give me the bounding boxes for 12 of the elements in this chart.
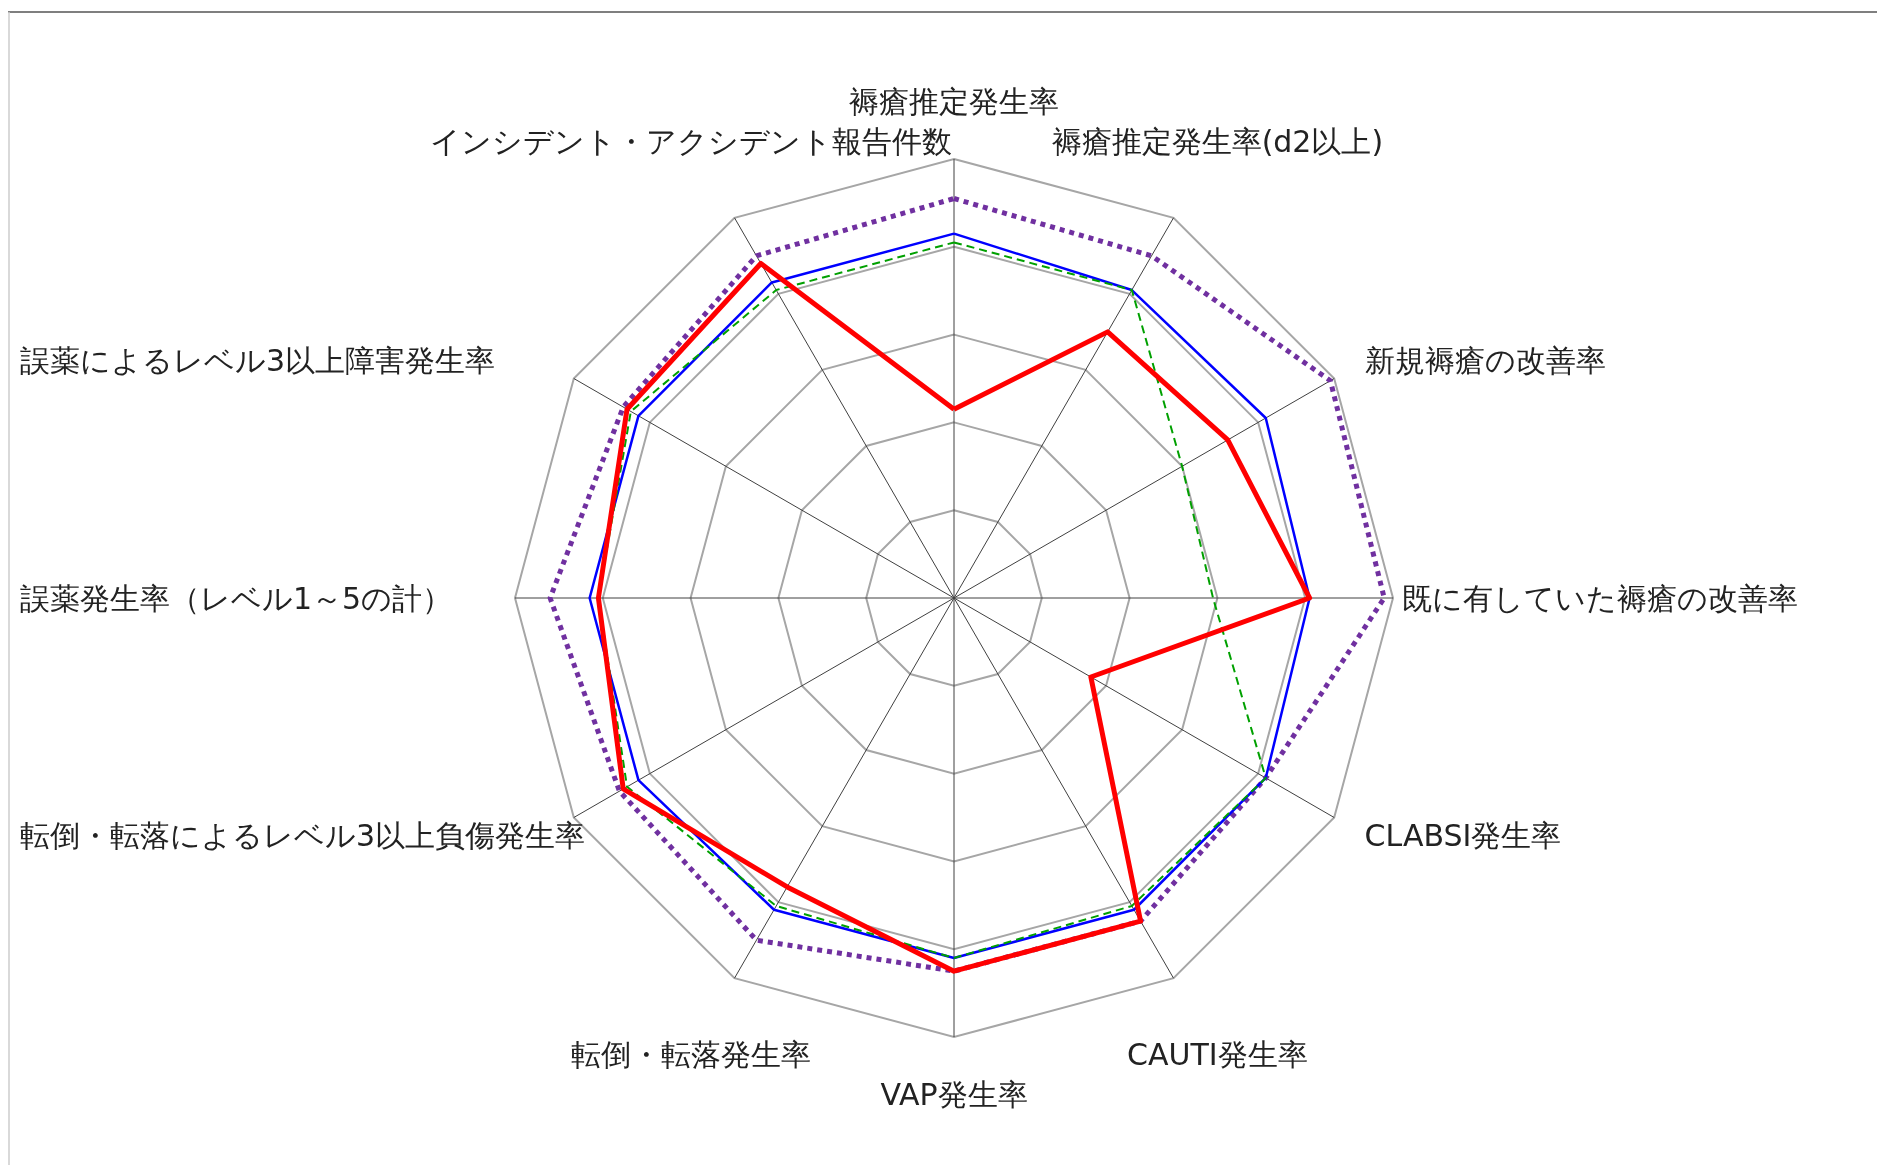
spoke-label: 転倒・転落によるレベル3以上負傷発生率 xyxy=(20,817,586,853)
spoke-label: CLABSI発生率 xyxy=(1364,817,1562,853)
spoke-label: CAUTI発生率 xyxy=(1127,1036,1308,1072)
spoke-label: 転倒・転落発生率 xyxy=(570,1036,811,1072)
spoke-label: 褥瘡推定発生率 xyxy=(849,84,1059,120)
spoke-label: 褥瘡推定発生率(d2以上) xyxy=(1051,124,1384,160)
spoke-label: 新規褥瘡の改善率 xyxy=(1364,343,1606,379)
spoke-label: VAP発生率 xyxy=(880,1076,1028,1112)
spoke-label: インシデント・アクシデント報告件数 xyxy=(429,124,952,160)
spoke-label: 誤薬によるレベル3以上障害発生率 xyxy=(20,343,496,379)
spoke-label: 既に有していた褥瘡の改善率 xyxy=(1401,580,1798,616)
spoke-label: 誤薬発生率（レベル1～5の計） xyxy=(20,580,453,616)
